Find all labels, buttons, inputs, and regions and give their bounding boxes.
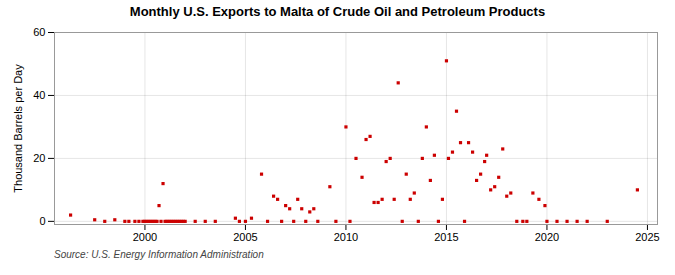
svg-text:40: 40 [33,89,45,101]
svg-text:Thousand Barrels per Day: Thousand Barrels per Day [12,64,24,193]
svg-text:2010: 2010 [334,231,358,243]
svg-text:60: 60 [33,26,45,38]
html-text:Source: U.S. Energy Informatio: Source: U.S. Energy Information Administ… [54,249,264,260]
svg-text:2000: 2000 [133,231,157,243]
html-text:Monthly U.S. Exports to Malta: Monthly U.S. Exports to Malta of Crude O… [129,4,546,19]
svg-text:2015: 2015 [434,231,458,243]
svg-text:2025: 2025 [635,231,659,243]
svg-text:0: 0 [39,215,45,227]
svg-text:20: 20 [33,152,45,164]
svg-text:2005: 2005 [233,231,257,243]
svg-text:2020: 2020 [535,231,559,243]
